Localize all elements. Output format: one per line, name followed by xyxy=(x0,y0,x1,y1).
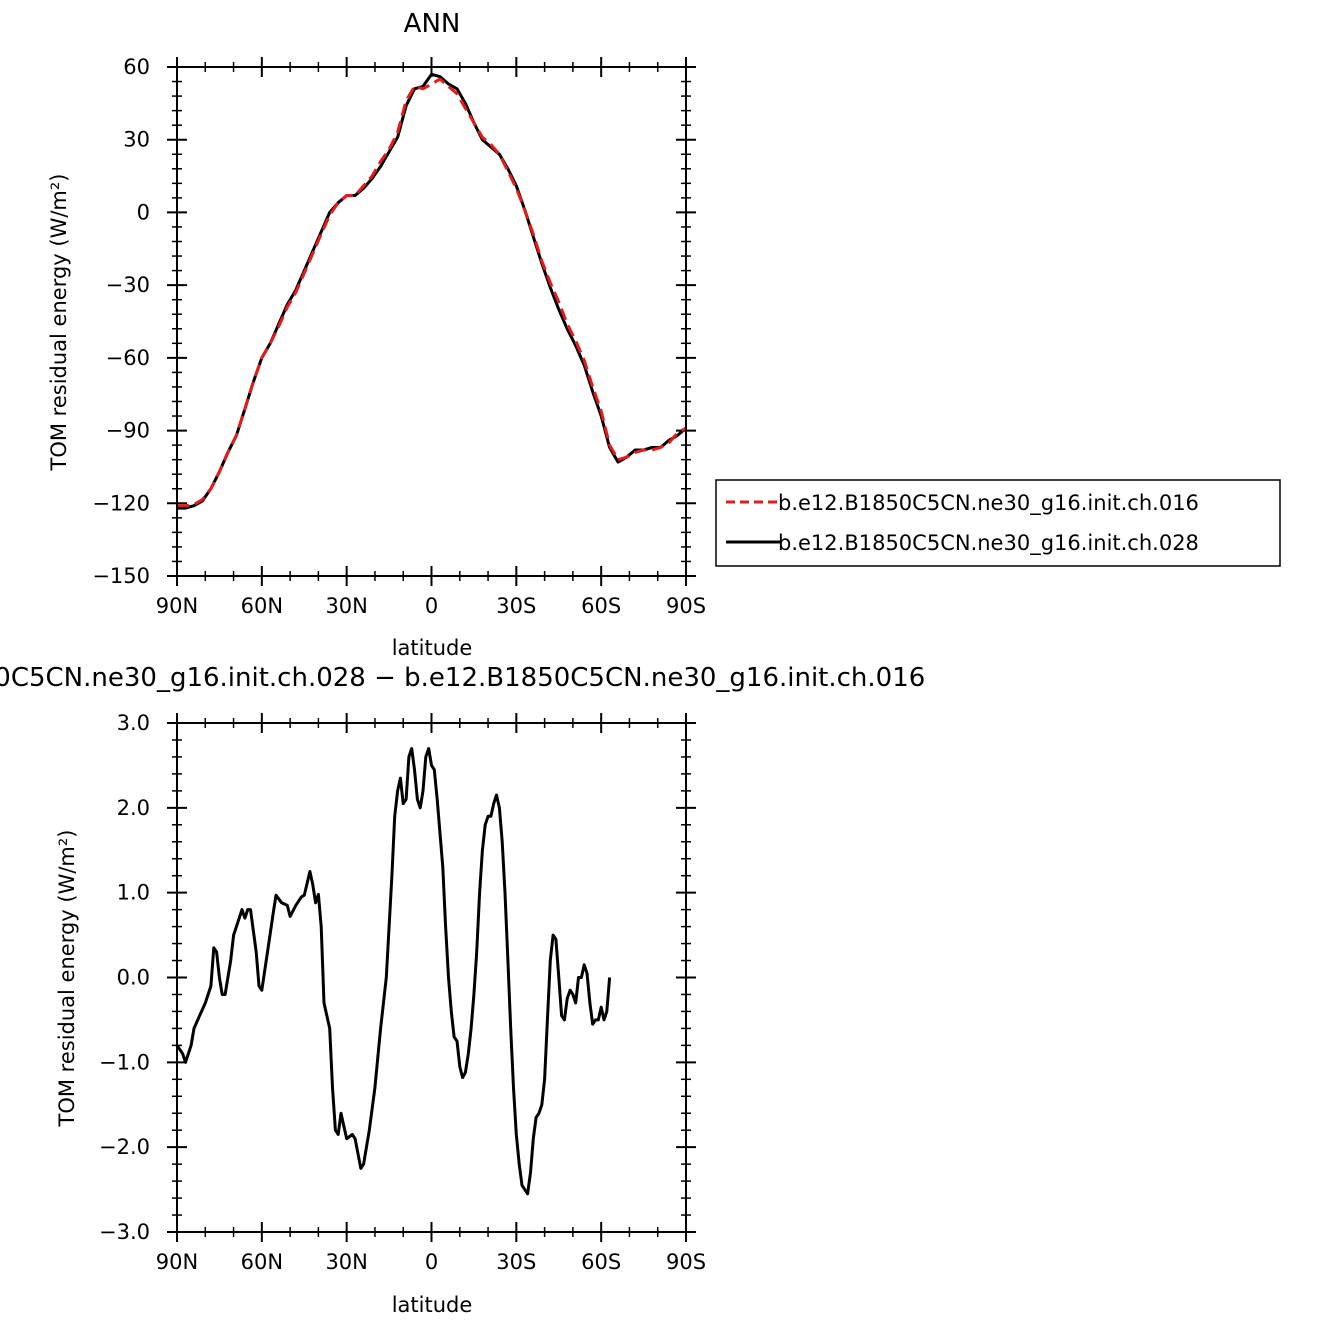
y-tick-label: −3.0 xyxy=(99,1220,150,1244)
bottom-chart-title: b.e12.B1850C5CN.ne30_g16.init.ch.028 − b… xyxy=(0,663,925,693)
y-tick-label: −90 xyxy=(106,419,150,443)
x-tick-label: 90S xyxy=(666,594,706,618)
bottom-plot-frame xyxy=(176,722,687,1233)
legend-label-028: b.e12.B1850C5CN.ne30_g16.init.ch.028 xyxy=(778,531,1199,556)
series-line-solid xyxy=(175,747,612,1196)
y-tick-label: 3.0 xyxy=(117,711,150,735)
bottom-x-axis-label: latitude xyxy=(392,1293,473,1317)
x-tick-label: 60S xyxy=(581,594,621,618)
x-tick-label: 60N xyxy=(241,1250,283,1274)
y-tick-label: −120 xyxy=(92,491,150,515)
bottom-panel: b.e12.B1850C5CN.ne30_g16.init.ch.028 − b… xyxy=(0,663,925,1317)
top-x-axis-label: latitude xyxy=(392,636,473,660)
series-line-dashed xyxy=(177,77,687,508)
x-tick-label: 60S xyxy=(581,1250,621,1274)
bottom-series xyxy=(175,747,612,1196)
x-tick-label: 90N xyxy=(156,594,198,618)
legend: b.e12.B1850C5CN.ne30_g16.init.ch.016 b.e… xyxy=(715,479,1281,567)
top-chart-title: ANN xyxy=(404,9,461,39)
y-tick-label: −60 xyxy=(106,346,150,370)
x-tick-label: 30S xyxy=(496,594,536,618)
bottom-y-axis-label: TOM residual energy (W/m²) xyxy=(55,830,79,1128)
y-tick-label: 60 xyxy=(123,55,150,79)
x-tick-label: 0 xyxy=(425,594,438,618)
x-tick-label: 30N xyxy=(325,594,367,618)
y-tick-label: 2.0 xyxy=(117,796,150,820)
top-plot-frame xyxy=(176,66,687,577)
y-tick-label: −2.0 xyxy=(99,1135,150,1159)
x-tick-label: 0 xyxy=(425,1250,438,1274)
y-tick-label: −150 xyxy=(92,564,150,588)
x-tick-label: 60N xyxy=(241,594,283,618)
top-axis-ticks: 90N 60N 30N 0 30S 60S 90S 60 30 0 −30 −60 −90 −120 −15… xyxy=(92,55,706,618)
y-tick-label: 0.0 xyxy=(117,966,150,990)
y-tick-label: −1.0 xyxy=(99,1050,150,1074)
x-tick-label: 30S xyxy=(496,1250,536,1274)
y-tick-label: 1.0 xyxy=(117,881,150,905)
x-tick-label: 90S xyxy=(666,1250,706,1274)
bottom-axis-ticks: 90N 60N 30N 0 30S 60S 90S 3.0 2.0 1.0 0.0 −1.0 −2.0 −… xyxy=(99,711,706,1274)
legend-label-016: b.e12.B1850C5CN.ne30_g16.init.ch.016 xyxy=(778,491,1199,516)
top-panel: ANN 90N 60N 30N 0 30S 60S 90S 60 30 0 −30 −60 −90 −12… xyxy=(47,9,706,660)
series-line-solid xyxy=(177,72,687,510)
x-tick-label: 30N xyxy=(325,1250,367,1274)
y-tick-label: 0 xyxy=(137,200,150,224)
legend-box xyxy=(715,479,1281,567)
top-series xyxy=(177,72,687,510)
x-tick-label: 90N xyxy=(156,1250,198,1274)
y-tick-label: 30 xyxy=(123,128,150,152)
top-y-axis-label: TOM residual energy (W/m²) xyxy=(47,174,71,472)
y-tick-label: −30 xyxy=(106,273,150,297)
